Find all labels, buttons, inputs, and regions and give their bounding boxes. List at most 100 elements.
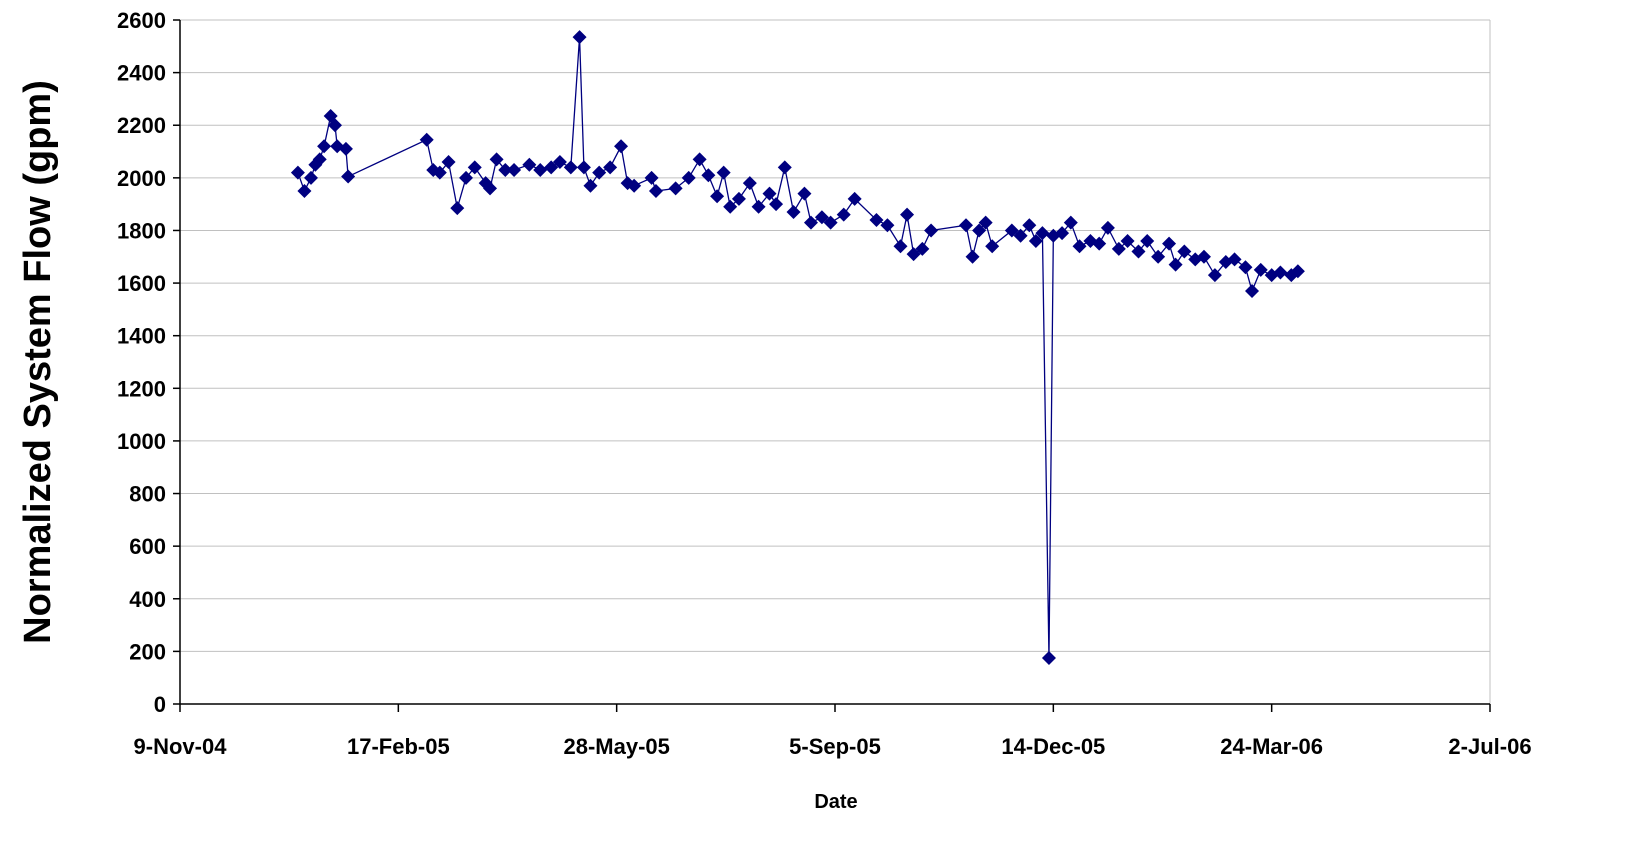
x-tick-label: 5-Sep-05 (789, 734, 881, 759)
y-tick-label: 1600 (117, 271, 166, 296)
marker (459, 170, 474, 185)
marker (716, 165, 731, 180)
x-tick-label: 28-May-05 (563, 734, 669, 759)
marker (1238, 260, 1253, 275)
marker (1227, 252, 1242, 267)
marker (312, 152, 327, 167)
marker (1245, 283, 1260, 298)
marker (701, 168, 716, 183)
x-tick-label: 17-Feb-05 (347, 734, 450, 759)
y-tick-label: 2000 (117, 166, 166, 191)
y-tick-label: 1200 (117, 376, 166, 401)
marker (1253, 262, 1268, 277)
marker (723, 199, 738, 214)
marker (1092, 236, 1107, 251)
marker (959, 218, 973, 233)
marker (786, 205, 801, 220)
marker (1055, 226, 1070, 241)
marker (328, 118, 343, 133)
marker (1273, 265, 1288, 280)
marker (1151, 249, 1166, 264)
marker (483, 181, 498, 196)
marker (432, 165, 447, 180)
marker (317, 139, 332, 154)
marker (498, 162, 513, 177)
marker (681, 170, 696, 185)
marker (893, 239, 908, 254)
marker (572, 30, 587, 45)
marker (710, 189, 725, 204)
marker (419, 132, 434, 147)
marker (900, 207, 915, 222)
marker (915, 241, 930, 256)
marker (341, 169, 356, 184)
marker (742, 176, 757, 191)
y-tick-label: 1000 (117, 429, 166, 454)
marker (985, 239, 1000, 254)
x-tick-label: 24-Mar-06 (1220, 734, 1323, 759)
marker (583, 178, 598, 193)
marker (614, 139, 629, 154)
marker (762, 186, 777, 201)
y-tick-label: 200 (129, 639, 166, 664)
marker (731, 191, 746, 206)
marker (668, 181, 683, 196)
y-tick-label: 800 (129, 482, 166, 507)
marker (1100, 220, 1115, 235)
marker (836, 207, 851, 222)
marker (803, 215, 818, 230)
series-line (297, 37, 1299, 658)
marker (507, 162, 522, 177)
y-tick-label: 600 (129, 534, 166, 559)
marker (489, 152, 504, 167)
y-tick-label: 2200 (117, 113, 166, 138)
marker (1072, 239, 1087, 254)
y-tick-label: 0 (154, 692, 166, 717)
marker (1177, 244, 1192, 259)
marker (467, 160, 482, 175)
marker (1041, 650, 1056, 665)
marker (1013, 228, 1028, 243)
marker (692, 152, 707, 167)
marker (1290, 264, 1305, 279)
marker (1111, 241, 1126, 256)
marker (522, 157, 537, 172)
marker (533, 162, 548, 177)
marker (1162, 236, 1177, 251)
marker (1131, 244, 1146, 259)
marker (648, 184, 663, 198)
x-tick-label: 9-Nov-04 (134, 734, 228, 759)
x-axis-title: Date (814, 791, 857, 813)
marker (552, 155, 567, 170)
marker (1140, 233, 1155, 248)
marker (1120, 233, 1135, 248)
marker (1168, 257, 1183, 272)
marker (1063, 215, 1078, 230)
marker (450, 201, 465, 216)
marker (769, 197, 784, 212)
y-tick-label: 1800 (117, 218, 166, 243)
marker (563, 160, 578, 175)
marker (603, 160, 618, 175)
marker (880, 218, 895, 233)
y-tick-label: 2600 (117, 8, 166, 33)
marker (1028, 233, 1043, 248)
marker (823, 215, 838, 230)
marker (441, 155, 456, 170)
y-tick-label: 2400 (117, 61, 166, 86)
x-tick-label: 14-Dec-05 (1001, 734, 1105, 759)
marker (797, 186, 812, 201)
marker (972, 223, 987, 238)
y-tick-label: 400 (129, 587, 166, 612)
x-tick-label: 2-Jul-06 (1448, 734, 1531, 759)
marker (924, 223, 939, 238)
y-tick-label: 1400 (117, 324, 166, 349)
marker (627, 178, 642, 193)
marker (1196, 249, 1211, 264)
y-axis-title: Normalized System Flow (gpm) (17, 80, 59, 644)
marker (978, 215, 993, 230)
marker (751, 199, 766, 214)
marker (290, 165, 305, 180)
marker (777, 160, 792, 175)
